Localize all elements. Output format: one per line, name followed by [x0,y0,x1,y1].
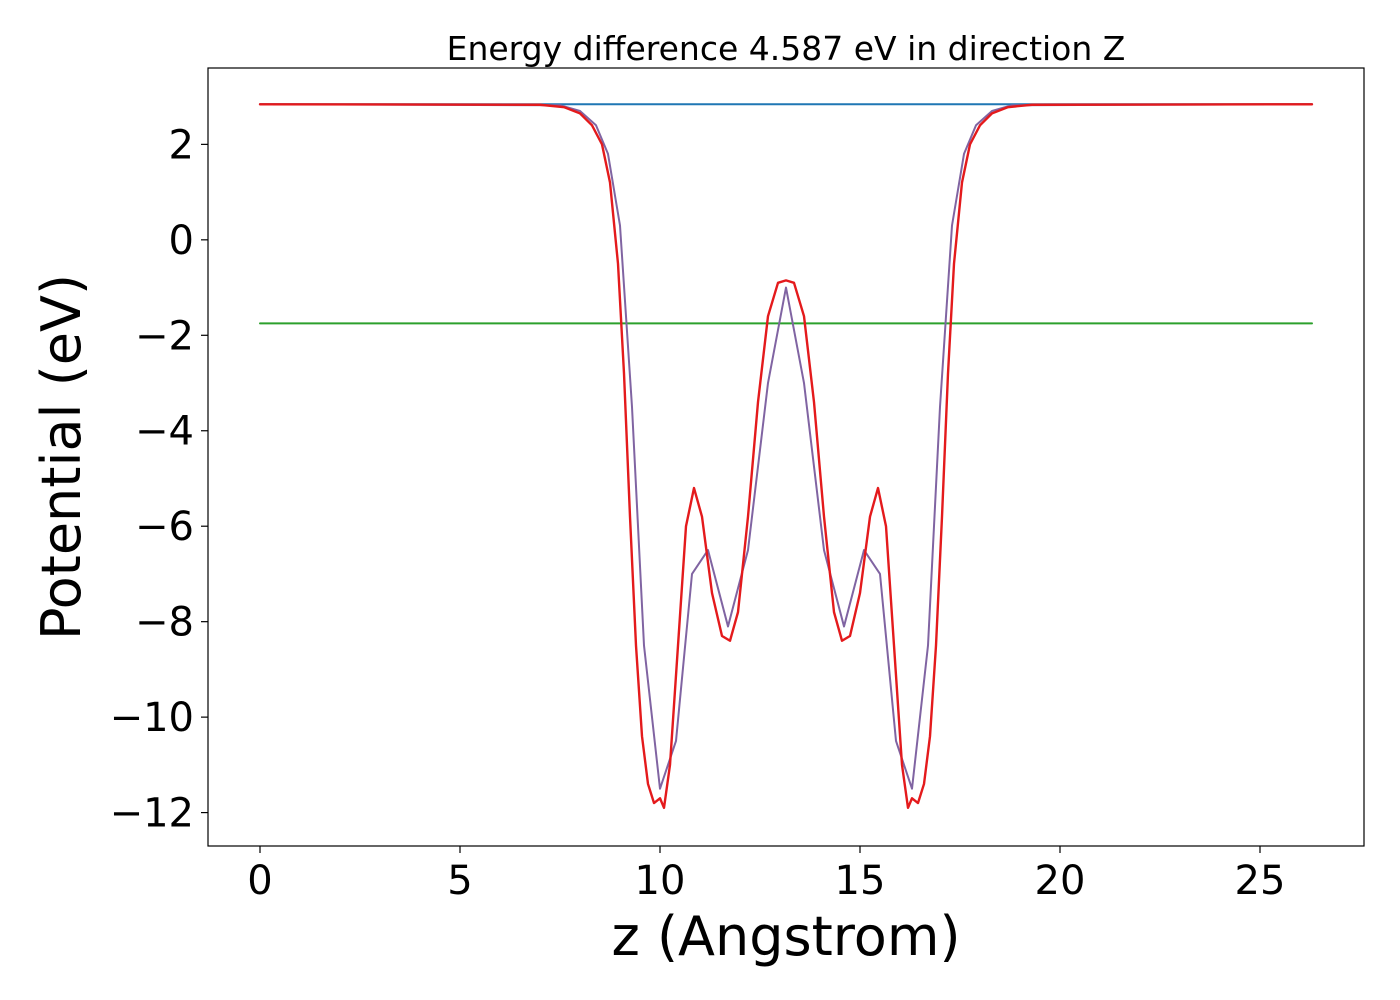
y-tick-label: −6 [135,504,194,550]
y-tick-label: 0 [169,218,194,264]
y-tick-label: −10 [110,695,194,741]
series-line-macroscopic-average-potential [258,103,1314,810]
x-tick-label: 10 [635,858,686,904]
x-axis-ticks: 0 5 10 15 20 25 [247,846,1285,904]
y-axis-label: Potential (eV) [30,274,93,640]
y-tick-label: −2 [135,313,194,359]
x-tick-label: 25 [1235,858,1286,904]
x-tick-label: 0 [247,858,272,904]
y-tick-label: −12 [110,791,194,837]
y-tick-label: −4 [135,409,194,455]
y-tick-label: 2 [169,122,194,168]
x-tick-label: 15 [835,858,886,904]
y-axis-ticks: 2 0 −2 −4 −6 −8 −10 −12 [110,122,208,837]
chart-title: Energy difference 4.587 eV in direction … [447,29,1126,68]
x-tick-label: 5 [447,858,472,904]
y-tick-label: −8 [135,600,194,646]
x-tick-label: 20 [1035,858,1086,904]
series-line-planar-average-potential [259,103,1313,790]
x-axis-label: z (Angstrom) [611,905,960,968]
plot-frame [207,67,1365,847]
series-layer [258,103,1314,810]
